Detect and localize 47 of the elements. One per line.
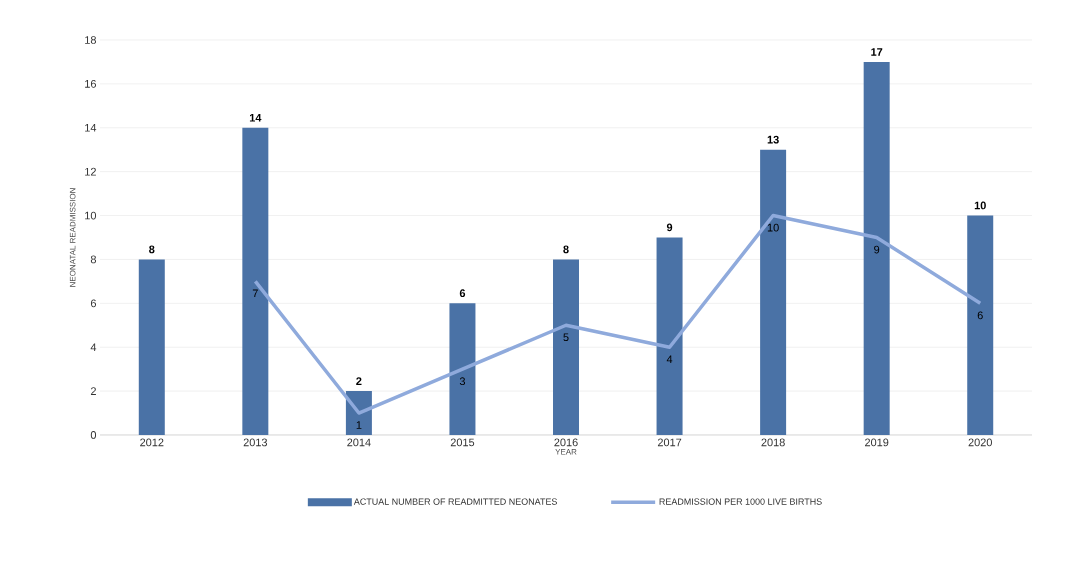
y-tick-label: 6 — [90, 299, 96, 308]
data-label: 7 — [252, 289, 258, 298]
data-label: 8 — [149, 245, 155, 254]
data-label: 8 — [563, 245, 569, 254]
data-label: 17 — [871, 48, 883, 56]
line-series — [253, 213, 982, 415]
data-label: 2 — [356, 377, 362, 385]
x-tick-label: 2019 — [865, 438, 889, 447]
legend-label: READMISSION PER 1000 LIVE BIRTHS — [659, 498, 822, 505]
bar — [760, 149, 787, 435]
bar — [967, 215, 994, 435]
y-tick-label: 16 — [85, 80, 96, 88]
data-label: 1 — [356, 421, 362, 429]
data-label: 5 — [563, 333, 569, 342]
data-label: 6 — [977, 311, 983, 320]
x-tick-label: 2017 — [657, 438, 682, 447]
x-tick-label: 2013 — [243, 438, 268, 447]
x-tick-label: 2018 — [761, 438, 785, 447]
y-tick-label: 14 — [85, 124, 97, 132]
data-label: 3 — [459, 377, 466, 386]
data-label: 13 — [767, 135, 779, 144]
bar — [656, 237, 683, 435]
bar — [863, 61, 890, 435]
y-tick-label: 18 — [85, 36, 96, 44]
data-label: 14 — [249, 114, 262, 122]
bar — [553, 259, 580, 435]
x-tick-label: 2020 — [968, 438, 992, 447]
legend-label: ACTUAL NUMBER OF READMITTED NEONATES — [353, 498, 558, 505]
x-tick-label: 2014 — [347, 438, 371, 447]
data-label: 10 — [767, 223, 779, 232]
y-tick-label: 2 — [90, 387, 96, 395]
x-tick-label: 2016 — [554, 438, 578, 447]
data-label: 10 — [974, 201, 986, 210]
data-label: 9 — [874, 245, 880, 254]
bar — [242, 127, 269, 435]
y-tick-label: 12 — [85, 167, 96, 176]
x-tick-label: 2012 — [140, 438, 164, 447]
data-label: 9 — [666, 223, 673, 232]
y-tick-label: 0 — [90, 431, 97, 439]
bar — [449, 303, 476, 435]
y-tick-label: 4 — [90, 343, 97, 351]
x-tick-label: 2015 — [450, 438, 475, 447]
bar — [138, 259, 165, 435]
data-label: 4 — [666, 355, 673, 363]
y-tick-label: 10 — [85, 211, 97, 220]
y-tick-label: 8 — [90, 255, 96, 264]
data-label: 6 — [459, 289, 466, 298]
